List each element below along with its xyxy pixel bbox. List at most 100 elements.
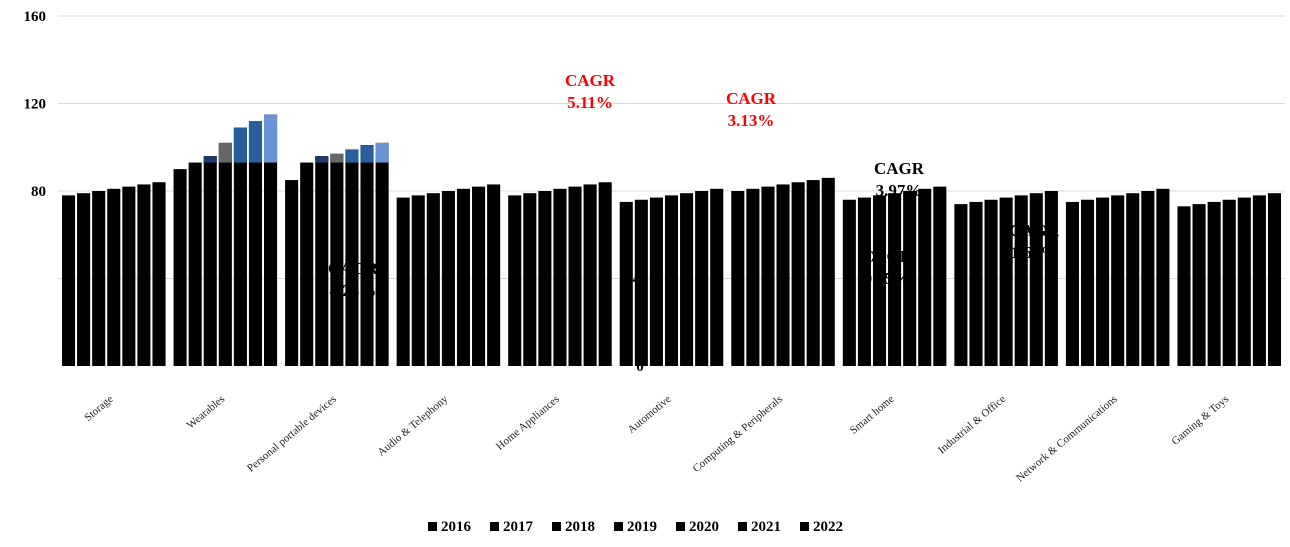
legend-item: 2022 (800, 519, 843, 535)
bar (568, 186, 582, 366)
y-tick-label: 160 (24, 9, 47, 25)
bar (218, 142, 232, 366)
legend-item: 2018 (552, 519, 595, 535)
bar-top (315, 156, 329, 163)
bar (1096, 197, 1110, 366)
cagr-title: CAGR (328, 259, 379, 278)
bar (872, 195, 887, 366)
bar (1192, 204, 1206, 366)
legend-swatch (738, 522, 747, 531)
bar (918, 188, 932, 366)
cagr-title: CAGR (1009, 221, 1060, 240)
bar-top (264, 114, 278, 163)
bar (553, 188, 567, 366)
legend-label: 2022 (813, 519, 843, 535)
bar (598, 182, 612, 366)
bar (842, 199, 856, 366)
bar (1252, 195, 1266, 366)
bar-top (330, 153, 344, 163)
bar (984, 199, 998, 366)
legend-label: 2019 (627, 519, 657, 535)
cagr-label: CAGR 4.28% (328, 259, 379, 300)
category-label: Personal portable devices (245, 393, 339, 474)
bar (1111, 195, 1125, 366)
bar (969, 201, 983, 366)
category-label: Home Appliances (494, 393, 562, 453)
bar (411, 195, 425, 366)
bar-top (375, 142, 389, 163)
bar (264, 114, 278, 366)
bar (857, 197, 871, 366)
bar (1126, 193, 1140, 366)
bar (791, 182, 805, 366)
legend-label: 2018 (565, 519, 595, 535)
bar-top (218, 142, 232, 163)
bar (396, 197, 410, 366)
bar (821, 177, 835, 366)
legend-label: 2020 (689, 519, 719, 535)
cagr-label: CAGR 3.97% (874, 159, 925, 200)
legend-swatch (428, 522, 437, 531)
bar (1177, 206, 1191, 366)
bar-top (248, 121, 263, 163)
bar (1014, 195, 1028, 366)
bar (583, 184, 597, 366)
cagr-label: CAGR 0.95% (862, 247, 913, 288)
bar-top (203, 156, 217, 163)
bar (731, 191, 745, 366)
bar (203, 156, 217, 366)
y-axis-ticks: 0 40 80 120 160 (24, 9, 648, 375)
cagr-title: CAGR (726, 89, 777, 108)
bar (1156, 188, 1170, 366)
bar (1029, 193, 1043, 366)
bar (1141, 191, 1155, 366)
cagr-value: 4.28% (330, 281, 377, 300)
cagr-label: CAGR 1.66% (1009, 221, 1060, 262)
bar (710, 188, 724, 366)
cagr-title: CAGR (565, 71, 616, 90)
bar (345, 149, 359, 366)
legend-label: 2021 (751, 519, 781, 535)
bar-top (233, 127, 247, 163)
category-label: Automotive (625, 393, 673, 436)
y-tick-label: 0 (636, 359, 644, 375)
bar (315, 156, 329, 366)
category-label: Storage (82, 393, 116, 424)
cagr-label: CAGR 5.11% (565, 71, 616, 112)
bar (487, 184, 501, 366)
category-labels: Storage Wearables Personal portable device… (82, 393, 1231, 485)
bar (360, 145, 374, 366)
bar (806, 180, 820, 366)
bar (538, 191, 552, 366)
category-label: Computing & Peripherals (691, 393, 785, 475)
y-tick-label: 40 (633, 272, 648, 288)
bar (107, 188, 121, 366)
cagr-value: 3.13% (728, 111, 775, 130)
bars (62, 114, 1281, 366)
bar (426, 193, 440, 366)
bar (761, 186, 775, 366)
bar (508, 195, 522, 366)
y-tick-label: 80 (31, 184, 46, 200)
legend-item: 2021 (738, 519, 781, 535)
bar (1267, 193, 1281, 366)
bar (441, 191, 455, 366)
bar (233, 127, 247, 366)
cagr-label: CAGR 3.13% (726, 89, 777, 130)
bar (888, 193, 902, 366)
y-tick-label: 120 (24, 97, 47, 113)
bar (933, 186, 947, 366)
legend-item: 2017 (490, 519, 534, 535)
bar (903, 191, 917, 366)
legend-item: 2019 (614, 519, 657, 535)
category-label: Wearables (185, 393, 228, 431)
bar (1237, 197, 1251, 366)
bar (695, 191, 709, 366)
legend-item: 2020 (676, 519, 719, 535)
bar (954, 204, 968, 366)
category-label: Industrial & Office (936, 393, 1008, 456)
bar (137, 184, 151, 366)
bar (619, 201, 633, 366)
bar (62, 195, 76, 366)
